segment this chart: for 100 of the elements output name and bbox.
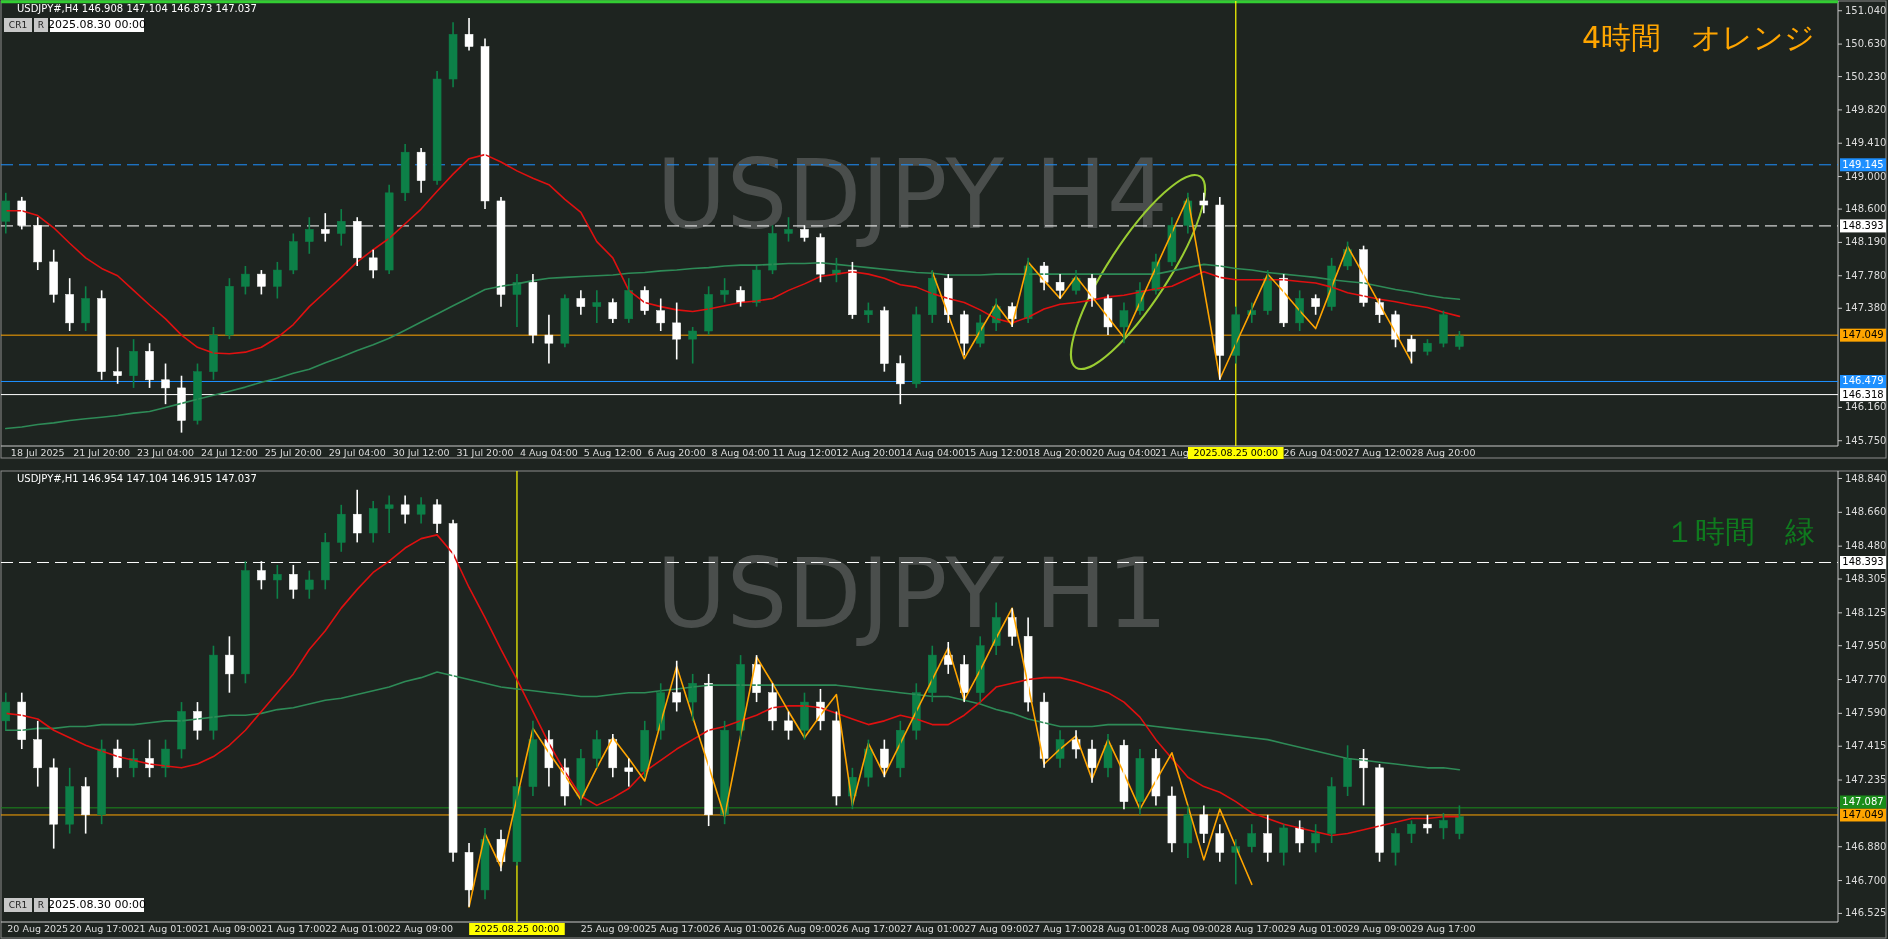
candlestick: [1455, 330, 1464, 351]
candlestick: [209, 644, 218, 741]
y-tick-label: 149.820: [1845, 103, 1887, 115]
candlestick: [1311, 293, 1320, 316]
ref-line-label: 146.479: [1842, 375, 1884, 387]
x-tick-label: 26 Aug 09:00: [772, 922, 837, 934]
candlestick: [480, 37, 490, 210]
candlestick: [832, 710, 841, 807]
ref-line-label: 147.049: [1842, 329, 1884, 341]
x-tick-label: 25 Aug 09:00: [580, 922, 645, 934]
candlestick: [1375, 763, 1384, 863]
candlestick: [448, 519, 458, 863]
y-tick-label: 147.415: [1845, 740, 1887, 752]
candlestick: [193, 362, 202, 426]
x-tick-label: 5 Aug 12:00: [583, 446, 642, 458]
candlestick: [1327, 776, 1336, 844]
candlestick: [1311, 823, 1320, 854]
candlestick: [65, 277, 74, 332]
candlestick: [848, 261, 857, 320]
y-tick-label: 148.840: [1845, 472, 1887, 484]
annotation: R: [37, 899, 45, 910]
candlestick: [384, 494, 394, 534]
candlestick: [464, 17, 474, 52]
x-tick-label: 27 Aug 01:00: [900, 922, 965, 934]
y-tick-label: 151.040: [1845, 4, 1887, 16]
ref-line-label: 146.318: [1842, 388, 1884, 400]
x-tick-label: 29 Aug 09:00: [1347, 922, 1412, 934]
y-tick-label: 147.780: [1845, 269, 1887, 281]
x-tick-label: 29 Aug 01:00: [1283, 922, 1348, 934]
candlestick: [416, 147, 426, 194]
candlestick: [113, 346, 122, 385]
x-tick-label: 15 Aug 12:00: [964, 446, 1029, 458]
candlestick: [241, 265, 250, 296]
candlestick: [81, 776, 90, 835]
chart-title: USDJPY#,H1 146.954 147.104 146.915 147.037: [17, 473, 257, 484]
candlestick: [225, 635, 234, 694]
x-tick-label: 12 Aug 20:00: [836, 446, 901, 458]
candlestick: [273, 564, 282, 600]
candlestick: [113, 738, 122, 779]
candlestick: [1199, 192, 1209, 214]
ref-line-label: 149.145: [1842, 158, 1884, 170]
candlestick: [752, 265, 761, 308]
y-tick-label: 146.880: [1845, 840, 1887, 852]
y-tick-label: 147.235: [1845, 774, 1887, 786]
line-series: [4, 261, 1461, 430]
y-tick-label: 148.125: [1845, 606, 1887, 618]
candlestick: [592, 289, 602, 324]
x-tick-label: 21 Aug 17:00: [261, 922, 326, 934]
y-tick-label: 146.700: [1845, 874, 1887, 886]
x-tick-label: 11 Aug 12:00: [772, 446, 837, 458]
candlestick: [368, 248, 378, 279]
y-tick-label: 148.600: [1845, 203, 1887, 215]
candlestick: [1391, 827, 1400, 867]
y-tick-label: 147.950: [1845, 639, 1887, 651]
candlestick: [864, 301, 873, 324]
x-tick-label: 25 Aug 17:00: [644, 922, 709, 934]
candlestick: [1087, 738, 1097, 784]
x-tick-label: 6 Aug 20:00: [647, 446, 706, 458]
x-tick-label: 18 Jul 2025: [10, 446, 65, 458]
candlestick: [193, 701, 202, 741]
candlestick: [1455, 804, 1464, 841]
x-tick-label: 27 Aug 09:00: [964, 922, 1029, 934]
candlestick: [800, 691, 809, 741]
y-tick-label: 149.410: [1845, 137, 1887, 149]
candlestick: [784, 216, 793, 243]
x-tick-label: 20 Aug 04:00: [1091, 446, 1156, 458]
x-tick-label: 21 Jul 20:00: [73, 446, 131, 458]
x-tick-label: 14 Aug 04:00: [900, 446, 965, 458]
x-tick-label: 4 Aug 04:00: [519, 446, 578, 458]
text: 4時間 オレンジ: [1581, 20, 1815, 55]
candlestick: [81, 285, 90, 332]
ref-line-label: 147.049: [1842, 808, 1884, 820]
x-tick-label: 2025.08.25 00:00: [1193, 446, 1279, 458]
candlestick: [257, 269, 266, 296]
x-tick-label: 20 Aug 2025: [7, 922, 69, 934]
x-tick-label: 29 Jul 04:00: [328, 446, 386, 458]
candlestick: [177, 701, 186, 760]
candlestick: [1055, 273, 1065, 300]
ref-line-label: 148.393: [1842, 556, 1884, 568]
y-tick-label: 148.190: [1845, 236, 1887, 248]
y-tick-label: 146.160: [1845, 401, 1887, 413]
candlestick: [464, 842, 474, 908]
candlestick: [672, 301, 681, 361]
text: １時間 緑: [1665, 514, 1815, 549]
x-tick-label: 20 Aug 17:00: [69, 922, 134, 934]
candlestick: [880, 305, 889, 373]
y-tick-label: 148.480: [1845, 540, 1887, 552]
y-tick-label: 148.660: [1845, 506, 1887, 518]
candlestick: [209, 326, 218, 381]
x-tick-label: 24 Jul 12:00: [200, 446, 258, 458]
candlestick: [1295, 819, 1304, 854]
x-tick-label: 21 Aug: [1155, 446, 1189, 458]
x-tick-label: 26 Aug 01:00: [708, 922, 773, 934]
y-tick-label: 147.590: [1845, 707, 1887, 719]
candlestick: [1439, 812, 1448, 841]
x-tick-label: 21 Aug 01:00: [133, 922, 198, 934]
candlestick: [145, 342, 154, 389]
x-tick-label: 22 Aug 01:00: [325, 922, 390, 934]
x-tick-label: 27 Aug 12:00: [1347, 446, 1412, 458]
candlestick: [1407, 334, 1416, 365]
